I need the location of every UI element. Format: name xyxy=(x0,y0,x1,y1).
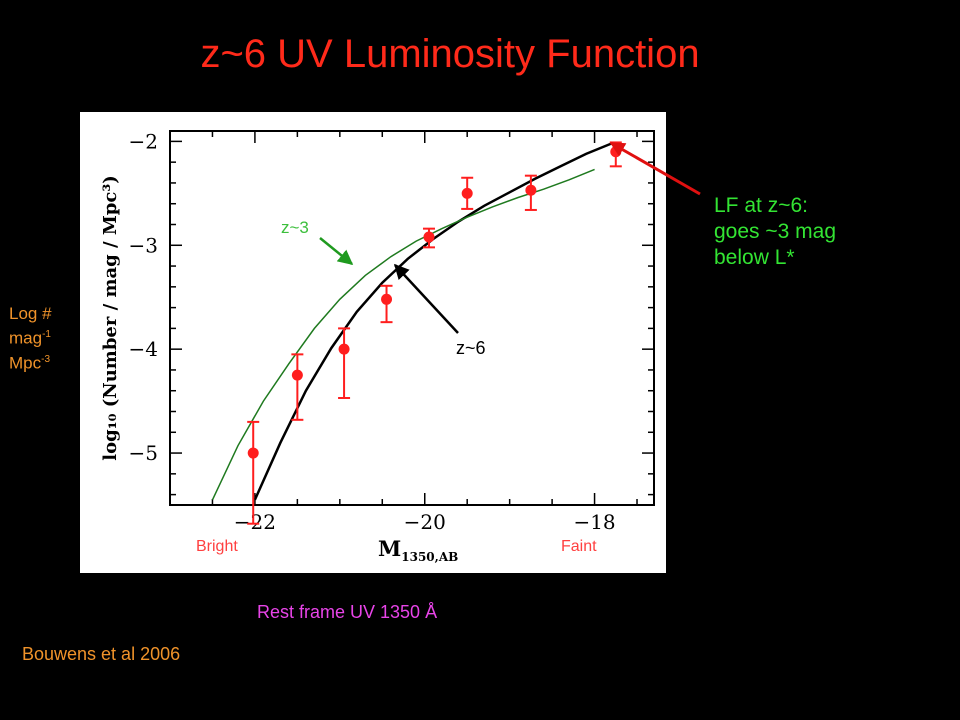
data-point xyxy=(381,293,393,305)
bright-label: Bright xyxy=(196,538,238,555)
x-caption: Rest frame UV 1350 Å xyxy=(257,602,438,622)
y-tick-label: −2 xyxy=(129,129,158,153)
y-side-label-mag: mag xyxy=(9,328,43,348)
faint-label: Faint xyxy=(561,538,597,555)
data-point xyxy=(247,447,259,459)
x-tick-label: −22 xyxy=(234,510,276,534)
z6-annotation-arrow xyxy=(393,263,459,334)
y-side-label-mpc-exp: -3 xyxy=(41,353,51,365)
y-axis-label: log₁₀ (Number / mag / Mpc³) xyxy=(100,175,121,460)
y-side-label-line1: Log # xyxy=(9,304,52,323)
note-line-2: goes ~3 mag xyxy=(714,220,837,243)
chart-panel xyxy=(80,112,666,573)
x-axis-label-sub: 1350,AB xyxy=(401,550,458,564)
x-axis-label-main: M xyxy=(378,536,401,561)
y-tick-label: −5 xyxy=(129,441,158,465)
data-point xyxy=(461,187,473,199)
data-point xyxy=(423,231,435,243)
z3-annotation-label: z~3 xyxy=(281,218,309,237)
z6-annotation-label: z~6 xyxy=(456,338,486,358)
lf-note: LF at z~6: goes ~3 mag below L* xyxy=(714,193,914,271)
slide-title: z~6 UV Luminosity Function xyxy=(200,32,700,76)
z3-annotation-arrow xyxy=(319,237,354,265)
data-point xyxy=(338,343,350,355)
note-arrow xyxy=(609,141,701,196)
data-point xyxy=(525,184,537,196)
x-tick-label: −18 xyxy=(573,510,615,534)
x-tick-label: −20 xyxy=(404,510,446,534)
y-side-label: Log # mag-1 Mpc-3 xyxy=(9,303,52,373)
y-side-label-line2: mag-1 xyxy=(9,324,52,349)
y-side-label-mpc: Mpc xyxy=(9,353,42,373)
citation: Bouwens et al 2006 xyxy=(22,644,181,664)
y-tick-label: −4 xyxy=(129,337,158,361)
note-line-3: below L* xyxy=(714,246,795,269)
data-point xyxy=(291,369,303,381)
plot-frame xyxy=(169,130,655,506)
x-axis-label: M1350,AB xyxy=(378,536,458,564)
y-side-label-line3: Mpc-3 xyxy=(9,349,52,374)
note-line-1: LF at z~6: xyxy=(714,194,808,217)
y-tick-label: −3 xyxy=(129,233,158,257)
y-side-label-mag-exp: -1 xyxy=(42,329,51,340)
